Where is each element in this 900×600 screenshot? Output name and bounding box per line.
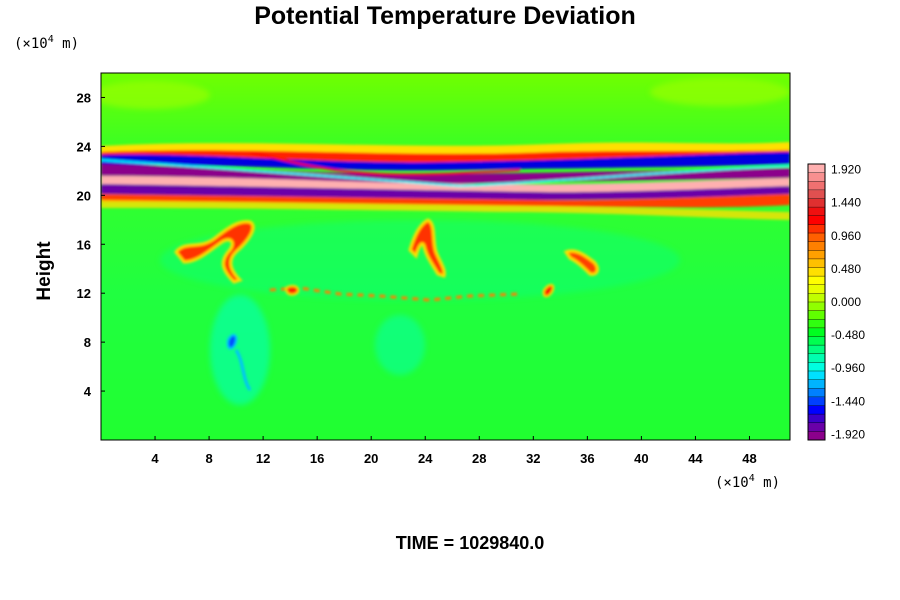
x-tick-label: 24 (418, 451, 433, 466)
x-tick-label: 40 (634, 451, 648, 466)
colorbar-swatch (808, 224, 825, 234)
colorbar-swatch (808, 405, 825, 415)
colorbar-labels: 1.920 1.440 0.960 0.480 0.000 -0.480 -0.960 -1.… (831, 163, 865, 442)
x-tick-label: 8 (205, 451, 212, 466)
band-cyan-fringe (101, 159, 790, 188)
x-tick-label: 44 (688, 451, 703, 466)
colorbar-label: 0.960 (831, 229, 861, 243)
colorbar-swatch (808, 250, 825, 260)
warm-blob-14km (284, 284, 300, 296)
band-red-lower (101, 194, 790, 208)
colorbar-swatch (808, 233, 825, 243)
y-tick-label: 16 (77, 237, 91, 252)
colorbar-swatch (808, 388, 825, 398)
colorbar-swatch (808, 362, 825, 372)
colorbar-swatch (808, 302, 825, 312)
cold-plume (226, 334, 252, 391)
colorbar-label: 0.480 (831, 262, 861, 276)
plot-frame (100, 72, 791, 441)
time-label: TIME = 1029840.0 (396, 533, 545, 553)
colorbar-swatch (808, 422, 825, 432)
x-tick-label: 28 (472, 451, 486, 466)
y-tick-label: 20 (77, 188, 91, 203)
colorbar-swatch (808, 396, 825, 406)
colorbar-swatch (808, 189, 825, 199)
band-blue-upper (101, 152, 790, 171)
mid-cyan-haze (160, 220, 680, 300)
band-yellow-lower (101, 200, 790, 220)
colorbar-swatch (808, 414, 825, 424)
chart-title: Potential Temperature Deviation (254, 2, 636, 30)
colorbar-label: -0.480 (831, 328, 865, 342)
band-red-wave (249, 151, 521, 176)
colorbar-swatch (808, 258, 825, 268)
cold-plume-tail (234, 349, 252, 391)
colorbar-swatch (808, 379, 825, 389)
colorbar-swatch (808, 164, 825, 174)
colorbar-swatch (808, 241, 825, 251)
filament-right (563, 249, 599, 276)
y-tick-label: 4 (84, 384, 92, 399)
colorbar-swatch (808, 198, 825, 208)
x-tick-label: 12 (256, 451, 270, 466)
x-ticks: 4 8 12 16 20 24 28 32 36 40 44 48 (151, 436, 757, 466)
filament-left (174, 220, 255, 284)
colorbar-swatch (808, 276, 825, 286)
field-smooth-structures (101, 78, 790, 405)
colorbar-swatch (808, 371, 825, 381)
y-tick-label: 8 (84, 335, 91, 350)
colorbar-swatch (808, 336, 825, 346)
colorbar-swatch (808, 267, 825, 277)
y-tick-label: 28 (77, 90, 91, 105)
colorbar-label: -1.440 (831, 394, 865, 408)
x-axis-unit: (×104 m) (715, 473, 780, 491)
band-purple (101, 164, 790, 184)
colorbar-swatch (808, 353, 825, 363)
plot-area (101, 73, 790, 440)
x-tick-label: 36 (580, 451, 594, 466)
colorbar (807, 163, 826, 441)
y-tick-label: 12 (77, 286, 91, 301)
lower-cyan-patch (375, 315, 425, 375)
colorbar-swatch (808, 319, 825, 329)
warm-streak-12km (269, 286, 521, 302)
colorbar-swatch (808, 284, 825, 294)
colorbar-swatch (808, 172, 825, 182)
colorbar-swatch (808, 431, 825, 441)
x-tick-label: 16 (310, 451, 324, 466)
lower-cyan-plume (210, 295, 270, 405)
y-axis-label: Height (34, 241, 55, 301)
filament-right-lower (542, 284, 555, 298)
colorbar-swatch (808, 215, 825, 225)
upper-left-yellow-patch (101, 81, 210, 109)
colorbar-swatch (808, 345, 825, 355)
tropopause-bands (101, 142, 790, 220)
colorbar-label: 0.000 (831, 295, 861, 309)
x-tick-label: 4 (151, 451, 159, 466)
colorbar-swatch (808, 207, 825, 217)
warm-filaments (174, 218, 599, 302)
colorbar-swatch (808, 181, 825, 191)
y-tick-label: 24 (77, 139, 92, 154)
x-tick-label: 48 (742, 451, 756, 466)
x-tick-label: 20 (364, 451, 378, 466)
colorbar-label: 1.920 (831, 163, 861, 177)
upper-right-yellow-patch (650, 78, 790, 106)
band-purple-lower (101, 184, 790, 200)
colorbar-swatch (808, 310, 825, 320)
colorbar-frame (807, 163, 826, 441)
filament-center (408, 218, 446, 278)
y-ticks: 4 8 12 16 20 24 28 (77, 90, 105, 399)
cold-plume-core (226, 334, 238, 350)
colorbar-label: -1.920 (831, 427, 865, 441)
band-pink-core (101, 176, 790, 196)
colorbar-swatch (808, 327, 825, 337)
colorbar-label: -0.960 (831, 361, 865, 375)
x-tick-label: 32 (526, 451, 540, 466)
colorbar-swatch (808, 293, 825, 303)
y-axis-unit: (×104 m) (14, 34, 79, 52)
colorbar-label: 1.440 (831, 196, 861, 210)
